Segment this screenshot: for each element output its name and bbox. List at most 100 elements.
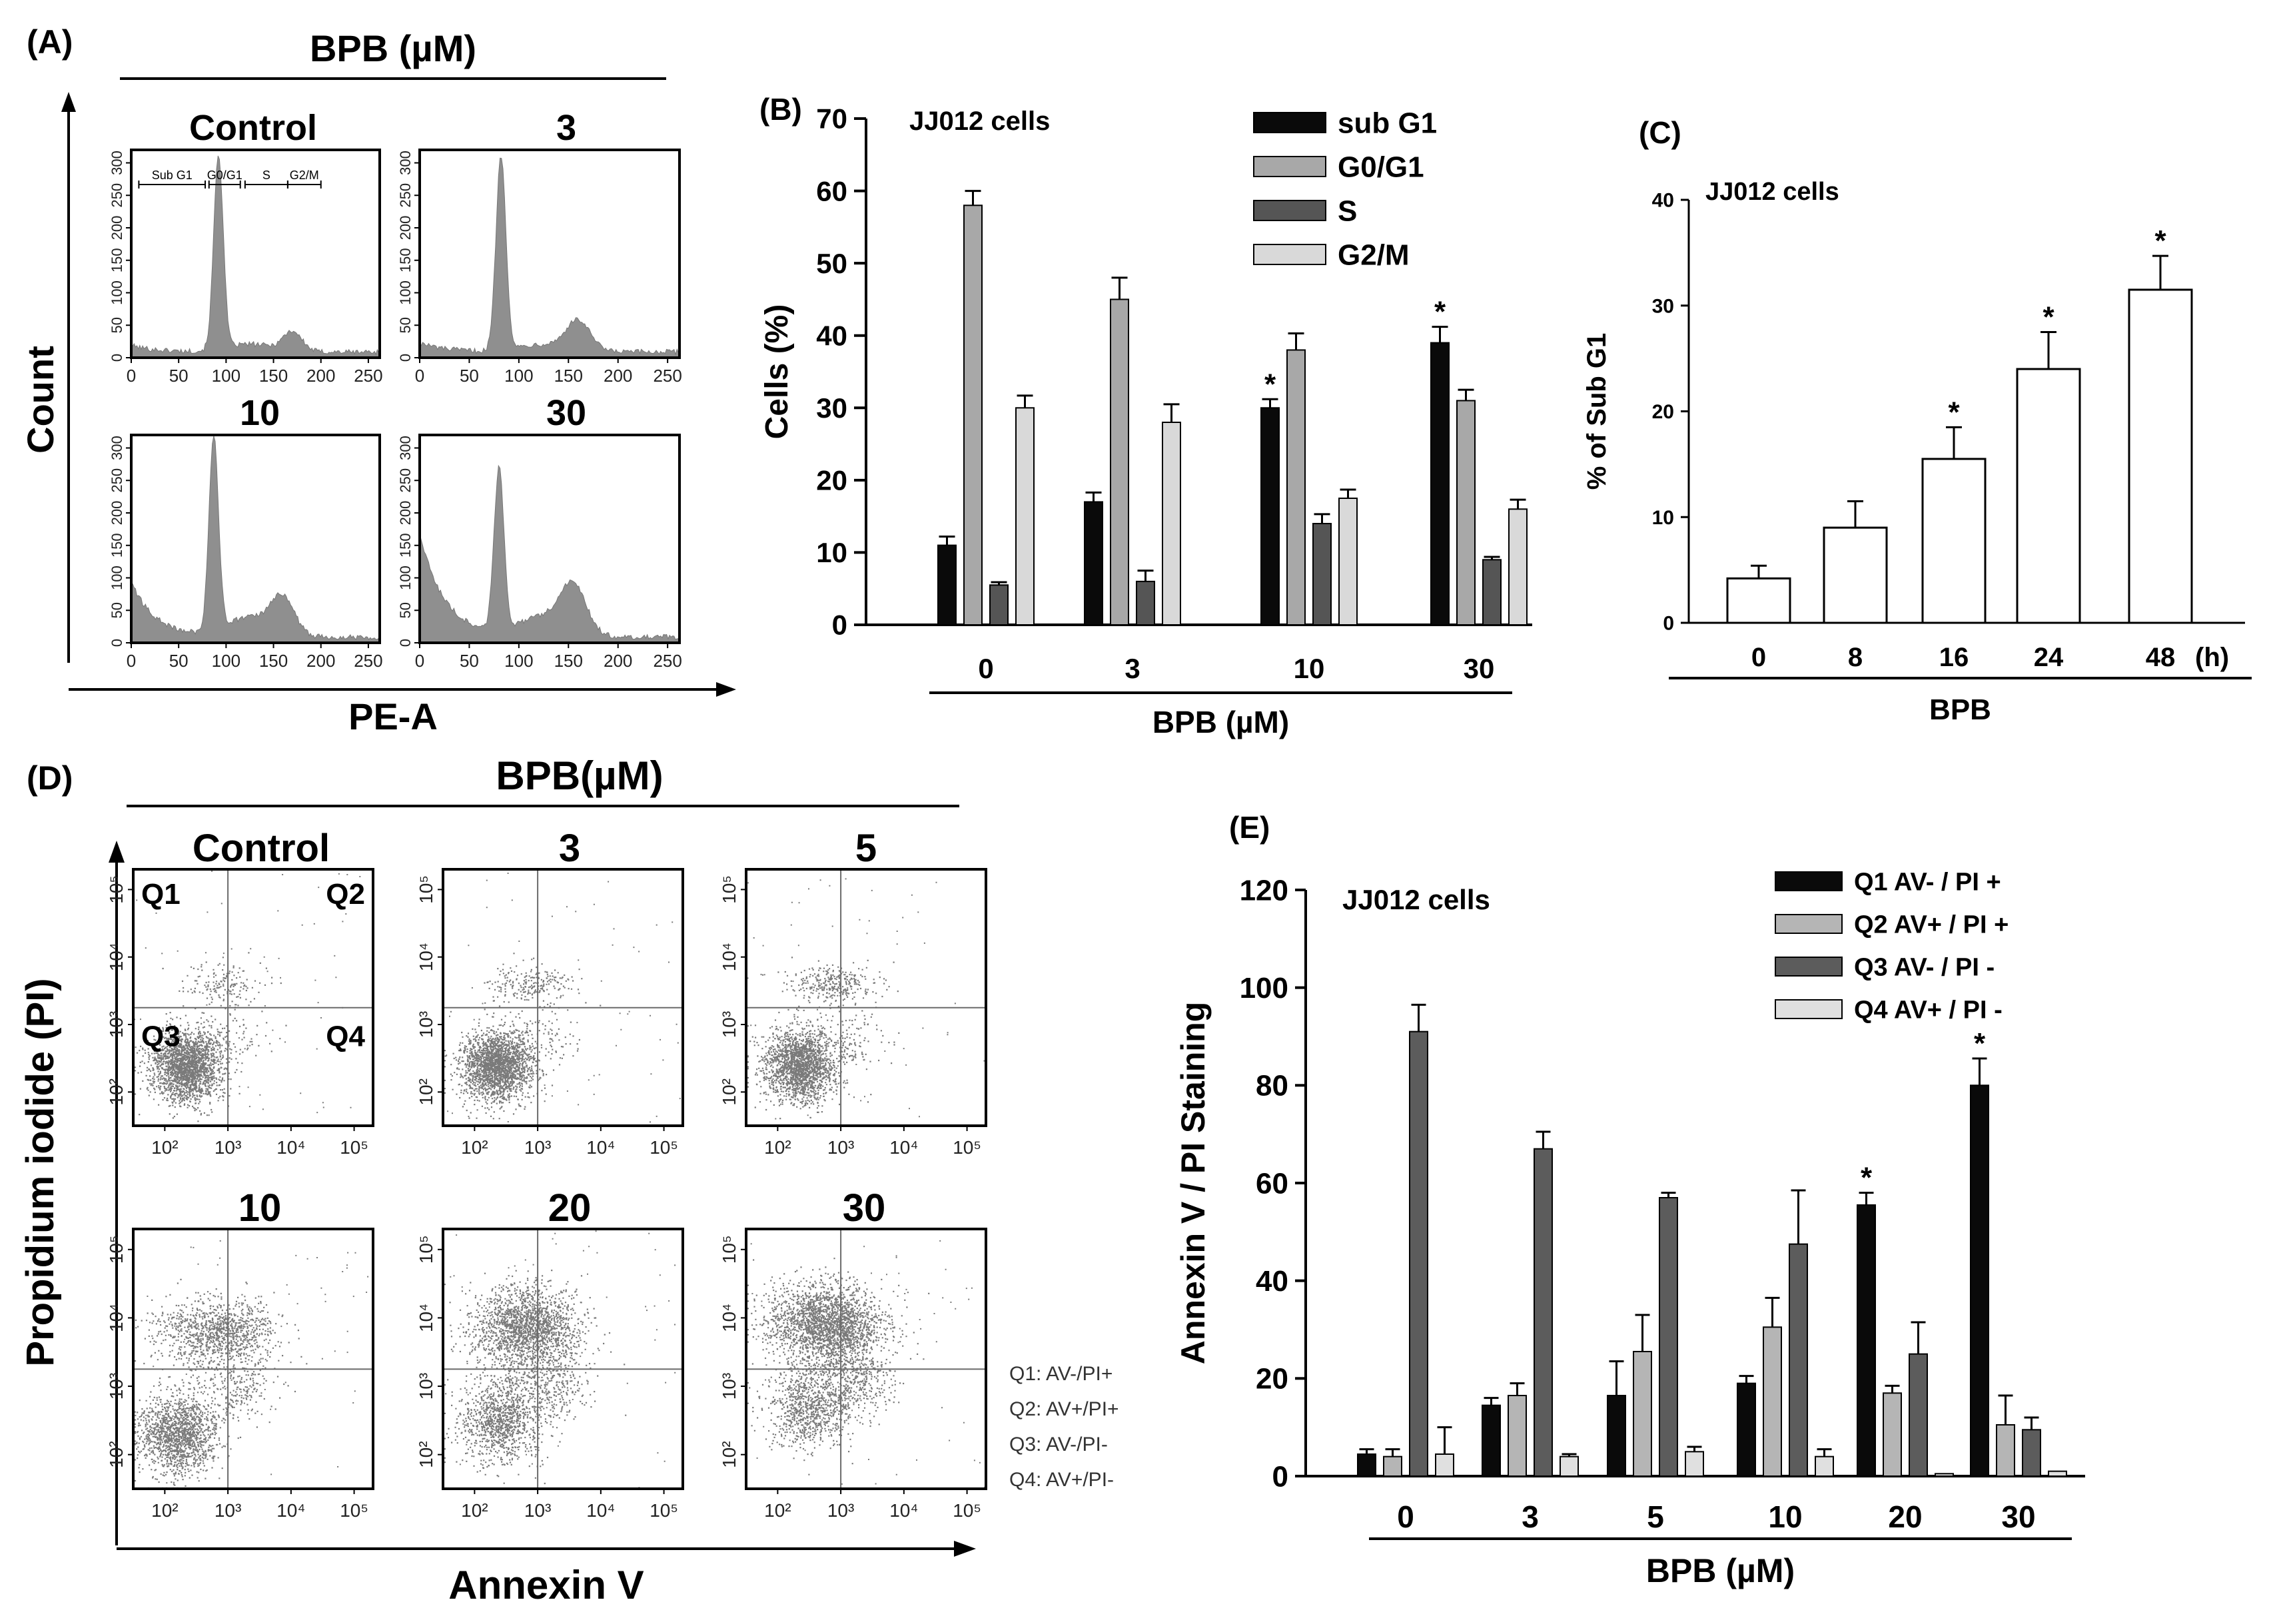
bar xyxy=(1508,508,1528,625)
x-tick-label: 150 xyxy=(554,651,583,671)
x-tick-label: 100 xyxy=(212,651,240,671)
y-tick-label: 150 xyxy=(397,533,414,558)
y-tick-label: 30 xyxy=(816,392,847,424)
histogram-plot: Control 0 50 100 150 200 250 0 50 100 150 200 250 300… xyxy=(109,108,383,386)
bar xyxy=(1357,1453,1376,1477)
x-tick-label: 0 xyxy=(415,651,424,671)
legend-label: Q4 AV+ / PI - xyxy=(1854,996,2003,1024)
y-tick-label: 10² xyxy=(106,1078,127,1105)
quadrant-legend-q2: Q2: AV+/PI+ xyxy=(1009,1398,1119,1420)
bar xyxy=(1409,1030,1428,1477)
x-tick-label: 20 xyxy=(1888,1499,1922,1534)
y-tick-label: 100 xyxy=(109,566,125,590)
arrow-head xyxy=(109,841,125,863)
x-tick-label: 0 xyxy=(127,366,136,386)
y-tick-label: 100 xyxy=(397,280,414,305)
x-tick-label: 200 xyxy=(604,651,632,671)
legend-label: Q3 AV- / PI - xyxy=(1854,953,1995,981)
x-tick-label: 10² xyxy=(461,1137,488,1158)
bar xyxy=(1935,1473,1954,1477)
y-tick-label: 40 xyxy=(1256,1265,1288,1298)
chart-title: JJ012 cells xyxy=(1342,884,1490,915)
dotplot: 10 10² 10³ 10⁴ 10⁵ 10² 10³ 10⁴ 10⁵ xyxy=(106,1186,374,1521)
quadrant-legend-q1: Q1: AV-/PI+ xyxy=(1009,1363,1113,1385)
y-tick-label: 80 xyxy=(1256,1070,1288,1102)
bar xyxy=(1921,458,1987,624)
panel-c-label: (C) xyxy=(1639,115,1681,150)
y-tick-label: 10⁵ xyxy=(719,875,739,904)
x-tick-label: 50 xyxy=(460,651,479,671)
plot-frame xyxy=(132,1228,374,1490)
y-tick-label: 0 xyxy=(397,354,414,362)
x-tick-label: 30 xyxy=(1464,653,1495,684)
bar xyxy=(2016,368,2081,624)
y-tick-label: 30 xyxy=(1652,295,1674,317)
quadrant-legend-q3: Q3: AV-/PI- xyxy=(1009,1433,1108,1455)
legend-label: Q1 AV- / PI + xyxy=(1854,868,2001,896)
x-tick-label: 0 xyxy=(127,651,136,671)
histogram-title: 30 xyxy=(546,393,586,433)
x-tick-label: 10³ xyxy=(524,1137,551,1158)
legend-label: Q2 AV+ / PI + xyxy=(1854,911,2009,939)
x-tick-label: 10² xyxy=(461,1500,488,1521)
event-dots xyxy=(134,870,362,1126)
legend-swatch xyxy=(1253,156,1326,177)
legend-swatch xyxy=(1253,244,1326,265)
panel-a-header: BPB (µM) xyxy=(310,27,476,69)
panel-a-ylabel: Count xyxy=(19,346,61,454)
x-tick-label: 250 xyxy=(354,651,382,671)
plot-frame xyxy=(442,1228,684,1490)
event-dots xyxy=(747,1240,986,1489)
x-tick-label: 150 xyxy=(259,366,288,386)
y-tick-label: 10⁵ xyxy=(719,1235,739,1264)
y-tick-label: 10³ xyxy=(416,1011,436,1038)
bar xyxy=(2022,1429,2041,1477)
significance-star: * xyxy=(1264,368,1276,400)
x-tick-label: 10⁵ xyxy=(340,1137,368,1158)
panel-e-chart: 0 20 40 60 80 100 120 0 3 5 10 * 20 * 30 JJ012 cells Ann… xyxy=(1174,868,2085,1589)
histogram-title: 3 xyxy=(556,108,576,148)
histogram-fill xyxy=(131,155,380,358)
plot-frame xyxy=(418,149,681,359)
y-tick-label: 60 xyxy=(1256,1167,1288,1200)
x-tick-label: 0 xyxy=(1397,1499,1414,1534)
bar xyxy=(1482,559,1502,625)
y-tick-label: 250 xyxy=(109,468,125,493)
y-tick-label: 0 xyxy=(1272,1460,1288,1493)
bar xyxy=(1482,1404,1501,1477)
y-tick-label: 150 xyxy=(109,533,125,558)
y-tick-label: 20 xyxy=(1652,401,1674,423)
quadrant-legend-q4: Q4: AV+/PI- xyxy=(1009,1469,1114,1491)
x-tick-label: 10 xyxy=(1294,653,1325,684)
panel-e-label: (E) xyxy=(1229,810,1270,845)
bar xyxy=(1015,407,1035,625)
x-tick-label: 10⁵ xyxy=(340,1500,368,1521)
y-tick-label: 10⁴ xyxy=(106,943,127,971)
bar xyxy=(963,204,983,625)
bar xyxy=(1789,1243,1808,1477)
y-tick-label: 50 xyxy=(109,317,125,333)
bar xyxy=(1286,349,1306,626)
x-tick-label: 10³ xyxy=(827,1500,854,1521)
y-tick-label: 0 xyxy=(397,639,414,647)
y-tick-label: 10³ xyxy=(719,1011,739,1038)
x-tick-label: 100 xyxy=(212,366,240,386)
y-tick-label: 70 xyxy=(816,103,847,135)
event-dots xyxy=(747,878,987,1120)
x-tick-label: 10⁴ xyxy=(276,1500,305,1521)
histogram-fill xyxy=(419,157,680,358)
significance-star: * xyxy=(2154,224,2166,257)
arrow-head xyxy=(954,1541,976,1557)
y-tick-label: 250 xyxy=(109,183,125,208)
panel-a-xlabel: PE-A xyxy=(348,695,438,737)
dotplot: 5 10² 10³ 10⁴ 10⁵ 10² 10³ 10⁴ 10⁵ xyxy=(719,827,987,1158)
y-tick-label: 50 xyxy=(816,248,847,279)
bar xyxy=(1430,342,1450,625)
y-tick-label: 10² xyxy=(106,1441,127,1467)
dotplot-title: 30 xyxy=(843,1186,886,1230)
y-tick-label: 300 xyxy=(397,151,414,175)
arrow-head xyxy=(716,682,736,697)
quadrant-label: Q2 xyxy=(326,878,365,911)
